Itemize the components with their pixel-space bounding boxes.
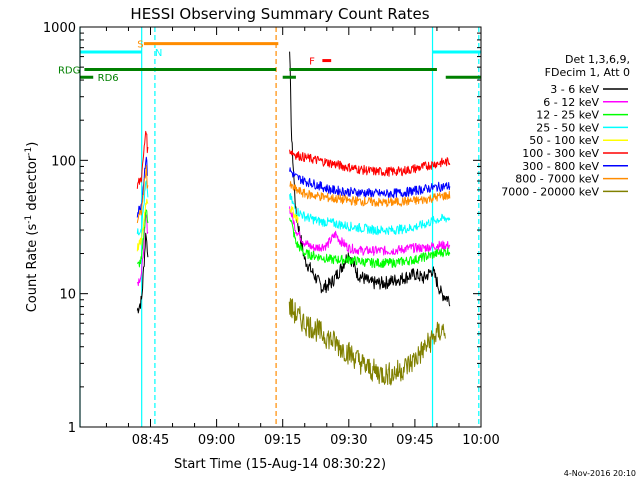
x-tick-label: 09:15 (264, 433, 301, 448)
flag-label-1: N (155, 48, 162, 59)
legend-label: 50 - 100 keV (529, 134, 599, 147)
y-label-part: Count Rate (s (25, 224, 40, 313)
series-line-5 (136, 130, 451, 189)
plot-frame (79, 26, 482, 428)
legend-label: 7000 - 20000 keV (501, 185, 599, 198)
flag-label-3: RDG (58, 66, 80, 77)
y-tick-label: 1000 (43, 21, 76, 36)
series-line-2 (136, 209, 451, 269)
x-axis-label: Start Time (15-Aug-14 08:30:22) (174, 457, 386, 472)
y-axis-label: Count Rate (s-1 detector-1) (24, 142, 40, 313)
legend-label: 100 - 300 keV (522, 147, 599, 160)
legend-label: 800 - 7000 keV (515, 173, 599, 186)
y-label-part: ) (25, 142, 40, 147)
legend-label: 6 - 12 keV (543, 96, 599, 109)
x-tick-label: 09:45 (396, 433, 433, 448)
series-line-7 (136, 164, 451, 224)
x-tick-label: 08:45 (132, 433, 169, 448)
series-line-8 (288, 298, 446, 386)
series-line-4 (136, 198, 299, 252)
y-tick-label: 10 (59, 288, 76, 303)
legend-label: 3 - 6 keV (550, 83, 599, 96)
x-tick-label: 09:30 (330, 433, 367, 448)
series-line-3 (136, 180, 451, 236)
legend-label: 12 - 25 keV (536, 109, 599, 122)
flag-label-4: RD6 (98, 73, 119, 84)
y-label-part: detector (25, 155, 40, 215)
footer-timestamp: 4-Nov-2016 20:10 (564, 469, 636, 478)
legend-header-line: FDecim 1, Att 0 (545, 66, 630, 79)
legend-label: 25 - 50 keV (536, 121, 599, 134)
y-label-superscript: -1 (24, 147, 34, 156)
x-tick-label: 09:00 (198, 433, 235, 448)
flag-label-0: S (137, 40, 143, 51)
flag-label-2: F (309, 57, 315, 68)
y-label-superscript: -1 (24, 215, 34, 224)
series-line-0 (136, 51, 451, 314)
y-tick-label: 100 (51, 154, 76, 169)
series-line-1 (136, 206, 451, 287)
legend-header-line: Det 1,3,6,9, (565, 53, 630, 66)
x-tick-label: 10:00 (462, 433, 499, 448)
chart-title: HESSI Observing Summary Count Rates (130, 5, 429, 23)
legend-label: 300 - 800 keV (522, 160, 599, 173)
y-tick-label: 1 (68, 421, 76, 436)
